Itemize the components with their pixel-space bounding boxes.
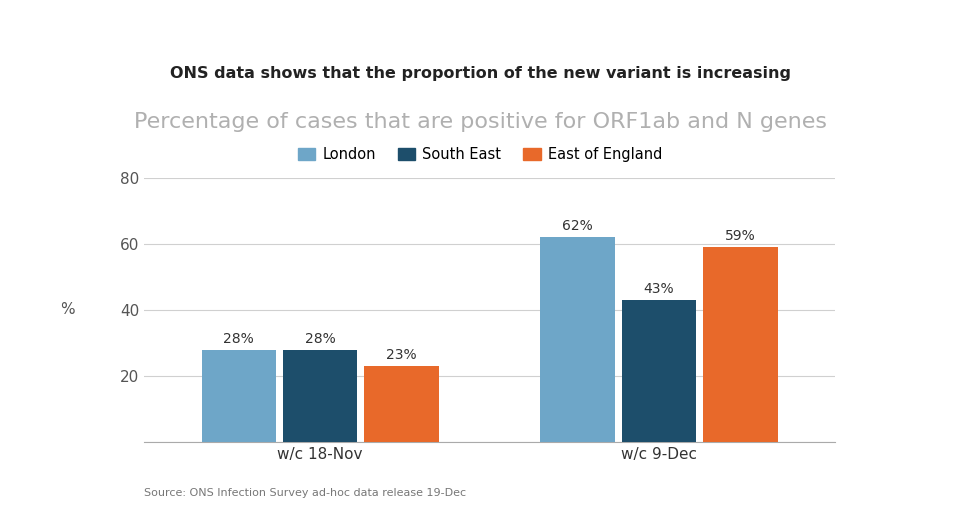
Bar xyxy=(703,247,778,442)
Bar xyxy=(622,300,696,442)
Bar xyxy=(364,366,439,442)
Text: Percentage of cases that are positive for ORF1ab and N genes: Percentage of cases that are positive fo… xyxy=(133,112,827,132)
Text: 62%: 62% xyxy=(563,219,593,233)
Bar xyxy=(283,350,357,442)
Text: 23%: 23% xyxy=(386,348,417,362)
Text: 28%: 28% xyxy=(305,332,336,345)
Text: 43%: 43% xyxy=(644,282,674,296)
Text: 28%: 28% xyxy=(224,332,254,345)
Text: Source: ONS Infection Survey ad-hoc data release 19-Dec: Source: ONS Infection Survey ad-hoc data… xyxy=(144,488,467,498)
Bar xyxy=(540,237,615,442)
Text: %: % xyxy=(60,302,75,318)
Legend: London, South East, East of England: London, South East, East of England xyxy=(292,141,668,168)
Text: ONS data shows that the proportion of the new variant is increasing: ONS data shows that the proportion of th… xyxy=(170,66,790,81)
Text: 59%: 59% xyxy=(725,229,756,243)
Bar xyxy=(202,350,276,442)
